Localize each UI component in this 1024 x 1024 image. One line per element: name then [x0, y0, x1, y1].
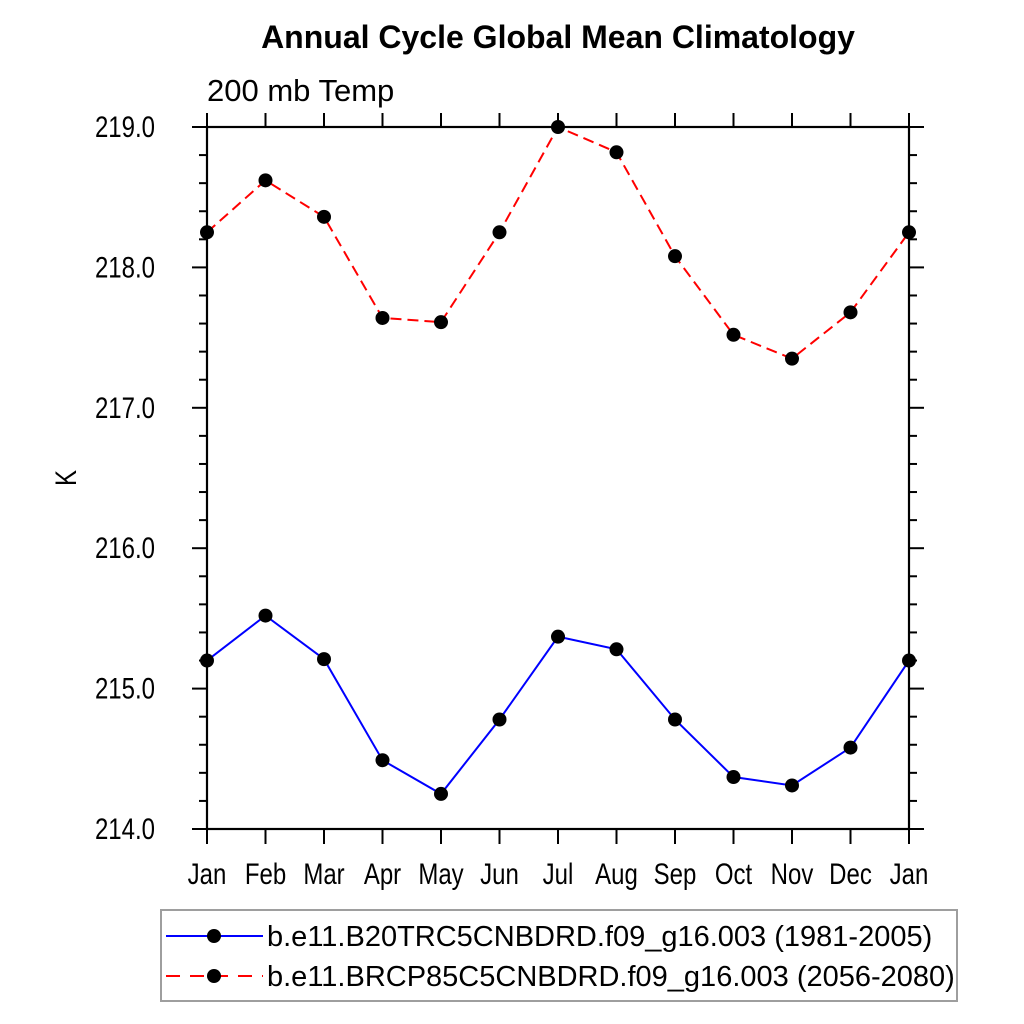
- data-point-marker: [317, 209, 331, 224]
- y-axis-label: K: [48, 470, 82, 486]
- data-point-marker: [551, 629, 565, 644]
- data-point-marker: [902, 225, 916, 240]
- x-tick-label: Jun: [480, 856, 519, 890]
- y-tick-label: 216.0: [95, 531, 155, 565]
- y-tick-label: 215.0: [95, 671, 155, 705]
- series-line-1: [206, 125, 910, 360]
- legend-marker-circle: [207, 929, 221, 943]
- legend-label-historical: b.e11.B20TRC5CNBDRD.f09_g16.003 (1981-20…: [267, 921, 932, 953]
- x-tick-label: Aug: [595, 856, 638, 890]
- x-tick-label: Oct: [715, 856, 753, 890]
- data-point-marker: [668, 249, 682, 264]
- data-point-marker: [258, 608, 273, 623]
- data-point-marker: [258, 173, 273, 188]
- x-tick-label: Nov: [771, 856, 814, 890]
- data-point-marker: [726, 770, 741, 785]
- legend-marker-circle: [207, 969, 221, 983]
- data-point-marker: [375, 310, 390, 325]
- data-point-marker: [434, 786, 448, 801]
- x-tick-label: Apr: [364, 856, 401, 890]
- data-point-marker: [317, 652, 331, 667]
- data-point-marker: [609, 642, 624, 657]
- legend-label-rcp85: b.e11.BRCP85C5CNBDRD.f09_g16.003 (2056-2…: [267, 961, 955, 993]
- x-tick-label: Jul: [543, 856, 574, 890]
- data-point-marker: [668, 712, 682, 727]
- data-point-marker: [492, 712, 507, 727]
- y-tick-label: 218.0: [95, 250, 155, 284]
- x-tick-label: May: [418, 856, 464, 890]
- x-tick-label: Feb: [245, 856, 286, 890]
- data-point-marker: [492, 225, 507, 240]
- data-point-marker: [609, 145, 624, 160]
- x-tick-label: Sep: [654, 856, 697, 890]
- data-point-marker: [785, 351, 799, 366]
- y-tick-label: 219.0: [95, 109, 155, 143]
- plot-frame: [205, 125, 911, 831]
- x-tick-label: Mar: [303, 856, 344, 890]
- data-point-marker: [902, 653, 916, 668]
- data-point-marker: [726, 327, 741, 342]
- data-point-marker: [843, 305, 858, 320]
- x-tick-label: Jan: [890, 856, 929, 890]
- x-tick-label: Jan: [188, 856, 227, 890]
- y-tick-label: 214.0: [95, 811, 155, 845]
- data-point-marker: [434, 315, 448, 330]
- series-layer: [200, 120, 916, 801]
- chart-title: Annual Cycle Global Mean Climatology: [261, 19, 855, 55]
- axes-layer: Jan Feb Mar Apr May Jun Jul Aug Sep Oct Nov Dec Jan 2…: [95, 109, 928, 890]
- legend-item-rcp85: b.e11.BRCP85C5CNBDRD.f09_g16.003 (2056-2…: [166, 961, 955, 993]
- data-point-marker: [375, 753, 390, 768]
- x-tick-label: Dec: [829, 856, 872, 890]
- data-point-marker: [200, 653, 214, 668]
- data-point-marker: [785, 778, 799, 793]
- y-tick-label: 217.0: [95, 390, 155, 424]
- legend-item-historical: b.e11.B20TRC5CNBDRD.f09_g16.003 (1981-20…: [166, 921, 932, 953]
- legend: b.e11.B20TRC5CNBDRD.f09_g16.003 (1981-20…: [160, 909, 958, 1002]
- data-point-marker: [551, 120, 565, 134]
- legend-box: [160, 909, 958, 1002]
- data-point-marker: [843, 740, 858, 755]
- chart-subtitle: 200 mb Temp: [207, 73, 394, 108]
- data-point-marker: [200, 225, 214, 240]
